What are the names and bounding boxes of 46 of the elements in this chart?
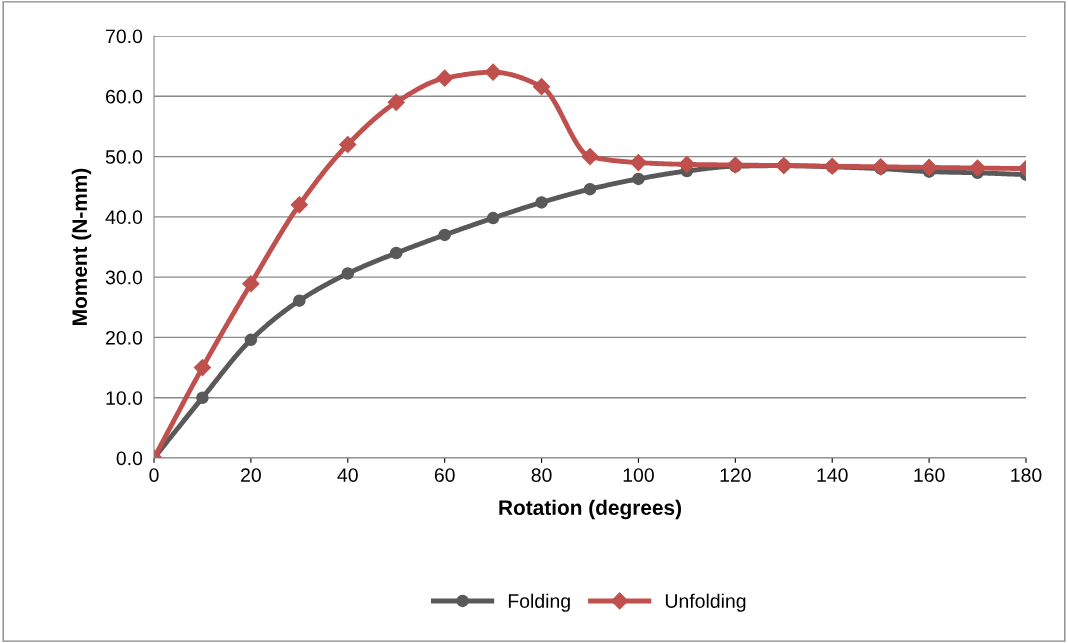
- point: [533, 78, 551, 96]
- point: [290, 196, 308, 214]
- y-tick-label: 30.0: [105, 270, 143, 285]
- point: [632, 172, 645, 186]
- x-tick-label: 80: [531, 468, 552, 482]
- point: [535, 196, 548, 209]
- x-tick-label: 180: [1011, 468, 1042, 482]
- x-tick-label: 20: [241, 468, 261, 482]
- point: [920, 158, 938, 176]
- legend-label: Unfolding: [665, 593, 746, 612]
- point: [872, 158, 890, 176]
- point: [242, 275, 260, 293]
- point: [436, 69, 454, 87]
- x-tick-label: 0: [149, 468, 159, 482]
- point: [244, 333, 258, 347]
- x-tick-label: 120: [720, 468, 751, 482]
- point: [484, 63, 502, 81]
- point: [293, 294, 306, 307]
- x-tick-label: 60: [434, 468, 455, 482]
- y-tick-label: 40.0: [105, 210, 143, 225]
- point: [339, 135, 357, 154]
- point: [629, 154, 647, 172]
- point: [581, 148, 599, 166]
- x-tick-label: 100: [623, 468, 654, 482]
- point: [486, 211, 500, 225]
- point: [193, 359, 211, 377]
- y-tick-label: 0.0: [116, 451, 143, 466]
- point: [969, 159, 987, 177]
- point: [389, 246, 403, 260]
- y-tick-label: 10.0: [106, 391, 143, 405]
- point: [196, 391, 209, 404]
- point: [387, 93, 405, 111]
- legend-label: Folding: [508, 593, 570, 612]
- point: [678, 155, 696, 173]
- x-tick-label: 40: [337, 468, 358, 482]
- y-tick-label: 50.0: [105, 150, 143, 164]
- x-tick-label: 160: [914, 468, 945, 482]
- y-axis-title: Moment (N-mm): [71, 168, 92, 325]
- point: [438, 228, 451, 242]
- point: [583, 182, 597, 196]
- y-tick-label: 20.0: [106, 330, 143, 345]
- x-axis-title: Rotation (degrees): [499, 499, 681, 520]
- y-tick-label: 70.0: [106, 29, 143, 44]
- x-tick-label: 140: [817, 468, 848, 482]
- y-tick-label: 60.0: [106, 89, 143, 104]
- point: [341, 267, 355, 280]
